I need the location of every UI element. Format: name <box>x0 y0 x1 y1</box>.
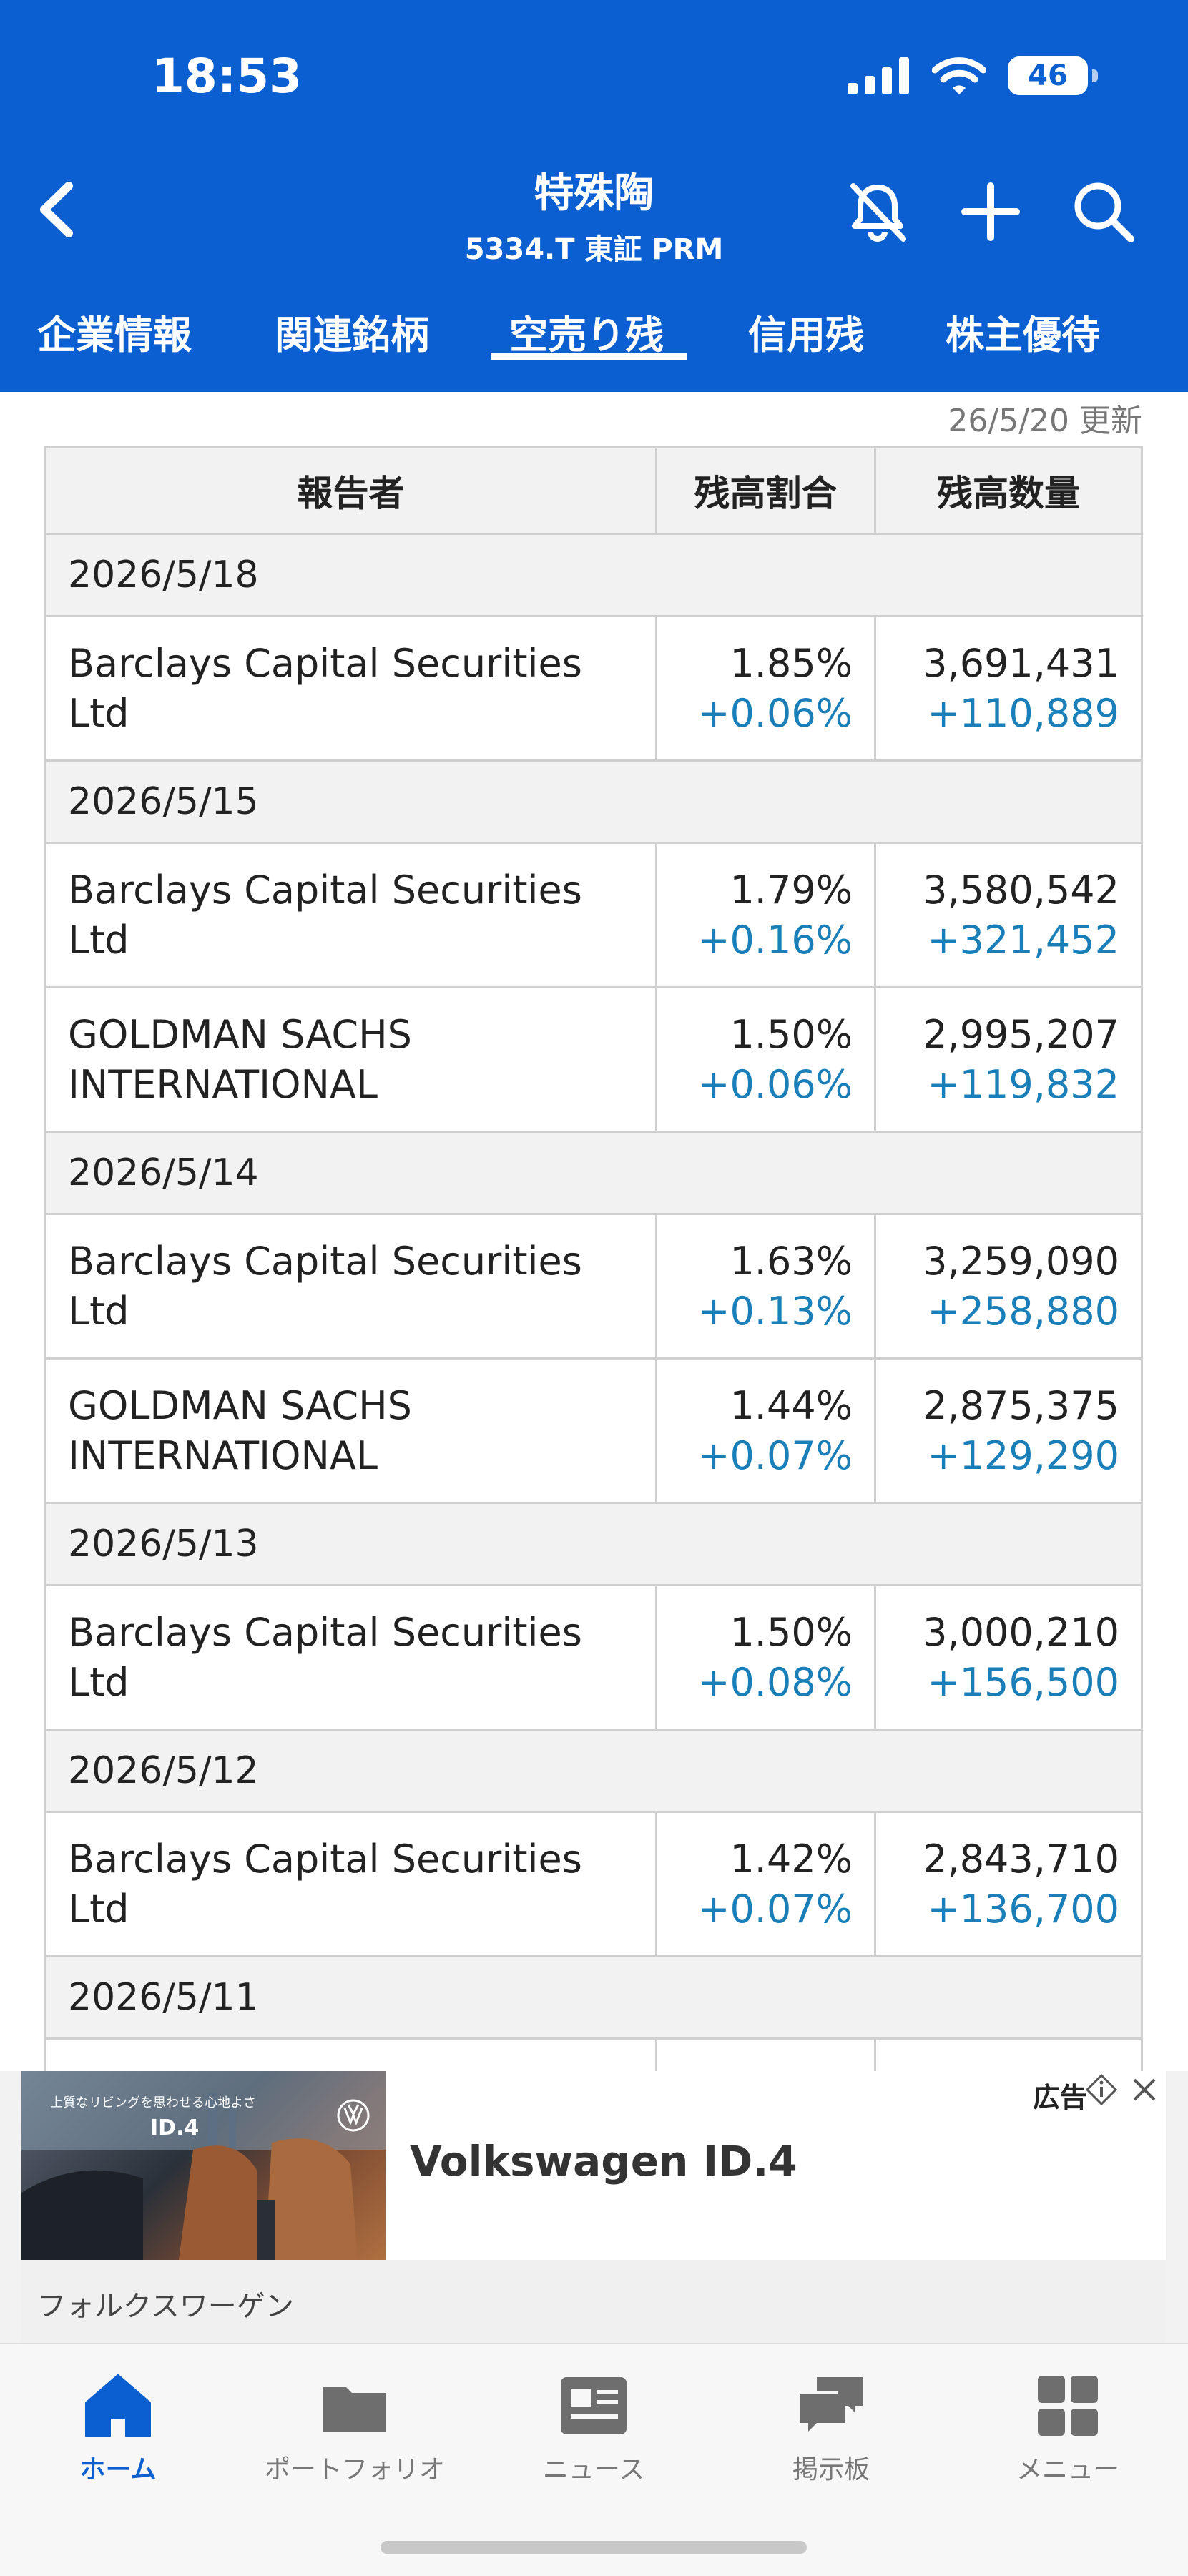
tab-bar: 企業情報 関連銘柄 空売り残 信用残 株主優待 <box>0 295 1188 392</box>
date-row: 2026/5/11 <box>44 1955 1143 2040</box>
ad-brand: フォルクスワーゲン <box>37 2290 294 2323</box>
status-icons: 46 <box>848 56 1098 96</box>
date-row: 2026/5/14 <box>44 1131 1143 1215</box>
back-chevron-icon[interactable] <box>29 177 86 242</box>
table-row[interactable]: Barclays Capital Securities Ltd 1.63% +0.1… <box>44 1213 1143 1360</box>
quantity-cell: 3,580,542 +321,452 <box>874 842 1143 988</box>
date-label: 2026/5/12 <box>44 1729 1143 1813</box>
tab-margin-balance[interactable]: 信用残 <box>748 313 864 358</box>
date-row: 2026/5/15 <box>44 759 1143 844</box>
ad-image[interactable]: 上質なリビングを思わせる心地よさ ID.4 <box>21 2071 386 2260</box>
add-icon[interactable] <box>956 177 1025 246</box>
date-label: 2026/5/13 <box>44 1502 1143 1586</box>
quantity-cell: 2,843,710 +136,700 <box>874 1811 1143 1957</box>
folder-icon <box>323 2387 386 2432</box>
ratio-cell: 1.50% +0.06% <box>655 986 876 1133</box>
ratio-cell: 1.79% +0.16% <box>655 842 876 988</box>
table-row[interactable]: Barclays Capital Securities Ltd 1.79% +0.1… <box>44 842 1143 988</box>
col-header-ratio: 残高割合 <box>655 446 876 535</box>
date-row: 2026/5/13 <box>44 1502 1143 1586</box>
tab-shareholder-benefits[interactable]: 株主優待 <box>946 313 1100 358</box>
ad-title[interactable]: Volkswagen ID.4 <box>410 2137 797 2186</box>
date-row: 2026/5/18 <box>44 533 1143 617</box>
header-actions <box>843 177 1138 246</box>
reporter-cell: Barclays Capital Securities Ltd <box>44 1213 657 1360</box>
bell-off-icon[interactable] <box>843 177 912 246</box>
reporter-cell: Barclays Capital Securities Ltd <box>44 615 657 762</box>
ratio-cell: 1.50% +0.08% <box>655 1584 876 1731</box>
nav-home-label: ホーム <box>79 2455 157 2484</box>
page-title: 特殊陶 <box>534 170 654 217</box>
table-row-partial <box>44 2037 1143 2071</box>
nav-board[interactable]: 掲示板 <box>724 2370 938 2486</box>
quantity-cell: 3,691,431 +110,889 <box>874 615 1143 762</box>
ratio-cell: 1.63% +0.13% <box>655 1213 876 1360</box>
nav-home[interactable]: ホーム <box>11 2370 225 2486</box>
page-subtitle: 5334.T 東証 PRM <box>464 233 724 266</box>
ad-image-tagline: 上質なリビングを思わせる心地よさ <box>50 2095 256 2110</box>
home-icon <box>85 2374 151 2437</box>
search-icon[interactable] <box>1069 177 1138 246</box>
ad-image-model: ID.4 <box>150 2115 200 2140</box>
nav-news[interactable]: ニュース <box>486 2370 701 2486</box>
title-block: 特殊陶 5334.T 東証 PRM <box>0 161 1188 267</box>
ad-label: 広告 <box>1032 2082 1087 2113</box>
ad-footer[interactable]: フォルクスワーゲン <box>21 2260 1166 2343</box>
ratio-cell: 1.42% +0.07% <box>655 1811 876 1957</box>
reporter-cell: Barclays Capital Securities Ltd <box>44 1584 657 1731</box>
nav-news-label: ニュース <box>542 2455 645 2484</box>
short-interest-content[interactable]: 26/5/20 更新 報告者 残高割合 残高数量 2026/5/18 Barcl… <box>0 392 1188 2071</box>
short-interest-table: 報告者 残高割合 残高数量 2026/5/18 Barclays Capital… <box>44 446 1143 2071</box>
nav-menu[interactable]: メニュー <box>961 2370 1175 2486</box>
update-timestamp: 26/5/20 更新 <box>948 403 1142 439</box>
news-icon <box>561 2377 627 2434</box>
table-row[interactable]: Barclays Capital Securities Ltd 1.42% +0.0… <box>44 1811 1143 1957</box>
table-row[interactable]: GOLDMAN SACHS INTERNATIONAL 1.50% +0.06% 2… <box>44 986 1143 1133</box>
ad-info-icon[interactable] <box>1084 2073 1119 2107</box>
quantity-cell: 2,995,207 +119,832 <box>874 986 1143 1133</box>
signal-icon <box>848 57 909 94</box>
vw-logo-icon <box>337 2099 370 2132</box>
ad-close-icon[interactable] <box>1129 2074 1160 2105</box>
tab-short-interest[interactable]: 空売り残 <box>491 295 687 360</box>
nav-menu-label: メニュー <box>1016 2455 1119 2484</box>
quantity-cell: 2,875,375 +129,290 <box>874 1357 1143 1504</box>
table-row[interactable]: GOLDMAN SACHS INTERNATIONAL 1.44% +0.07% 2… <box>44 1357 1143 1504</box>
reporter-cell: Barclays Capital Securities Ltd <box>44 842 657 988</box>
battery-indicator: 46 <box>1008 56 1098 95</box>
chat-icon <box>800 2377 863 2432</box>
tab-company-info[interactable]: 企業情報 <box>37 313 192 358</box>
reporter-cell: Barclays Capital Securities Ltd <box>44 1811 657 1957</box>
nav-portfolio-label: ポートフォリオ <box>264 2455 445 2484</box>
home-indicator <box>381 2541 807 2554</box>
date-label: 2026/5/14 <box>44 1131 1143 1215</box>
wifi-icon <box>932 57 986 94</box>
tab-related-stocks[interactable]: 関連銘柄 <box>275 313 429 358</box>
date-row: 2026/5/12 <box>44 1729 1143 1813</box>
ad-banner[interactable]: 上質なリビングを思わせる心地よさ ID.4 Volkswagen ID.4 広告… <box>21 2071 1166 2343</box>
app-header: 18:53 46 特殊陶 5334.T 東証 PRM <box>0 0 1188 392</box>
ratio-cell: 1.44% +0.07% <box>655 1357 876 1504</box>
col-header-quantity: 残高数量 <box>874 446 1143 535</box>
date-label: 2026/5/15 <box>44 759 1143 844</box>
reporter-cell: GOLDMAN SACHS INTERNATIONAL <box>44 1357 657 1504</box>
quantity-cell: 3,000,210 +156,500 <box>874 1584 1143 1731</box>
bottom-nav: ホーム ポートフォリオ ニュース 掲示板 メニュー <box>0 2343 1188 2576</box>
quantity-cell: 3,259,090 +258,880 <box>874 1213 1143 1360</box>
status-time: 18:53 <box>152 49 303 104</box>
col-header-reporter: 報告者 <box>44 446 657 535</box>
ratio-cell: 1.85% +0.06% <box>655 615 876 762</box>
date-label: 2026/5/18 <box>44 533 1143 617</box>
reporter-cell: GOLDMAN SACHS INTERNATIONAL <box>44 986 657 1133</box>
table-row[interactable]: Barclays Capital Securities Ltd 1.50% +0.0… <box>44 1584 1143 1731</box>
menu-grid-icon <box>1038 2376 1098 2436</box>
date-label: 2026/5/11 <box>44 1955 1143 2040</box>
nav-portfolio[interactable]: ポートフォリオ <box>247 2370 462 2486</box>
table-row[interactable]: Barclays Capital Securities Ltd 1.85% +0.0… <box>44 615 1143 762</box>
car-interior-illustration <box>21 2071 386 2260</box>
nav-board-label: 掲示板 <box>792 2455 870 2484</box>
